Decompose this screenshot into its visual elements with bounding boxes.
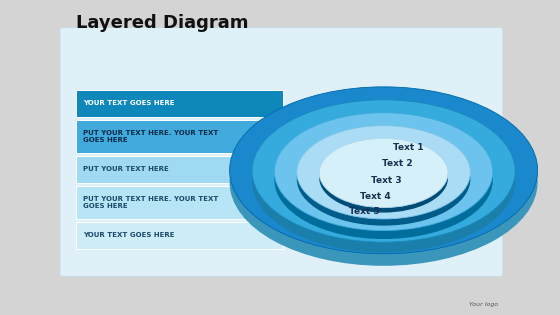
Ellipse shape <box>297 126 470 219</box>
FancyBboxPatch shape <box>76 186 283 219</box>
Text: Your logo: Your logo <box>469 302 498 307</box>
Text: Text 1: Text 1 <box>394 143 424 152</box>
Ellipse shape <box>252 110 515 252</box>
Text: Text 2: Text 2 <box>382 159 413 168</box>
Ellipse shape <box>230 99 538 266</box>
Ellipse shape <box>319 143 448 213</box>
Ellipse shape <box>319 138 448 208</box>
Text: Text 4: Text 4 <box>360 192 390 201</box>
Ellipse shape <box>297 132 470 226</box>
Ellipse shape <box>274 121 493 239</box>
FancyBboxPatch shape <box>76 222 283 249</box>
FancyBboxPatch shape <box>76 90 283 117</box>
Text: YOUR TEXT GOES HERE: YOUR TEXT GOES HERE <box>83 100 174 106</box>
Text: PUT YOUR TEXT HERE. YOUR TEXT
GOES HERE: PUT YOUR TEXT HERE. YOUR TEXT GOES HERE <box>83 196 218 209</box>
Ellipse shape <box>252 100 515 242</box>
FancyBboxPatch shape <box>76 156 283 183</box>
Text: PUT YOUR TEXT HERE. YOUR TEXT
GOES HERE: PUT YOUR TEXT HERE. YOUR TEXT GOES HERE <box>83 130 218 143</box>
Ellipse shape <box>274 113 493 231</box>
FancyBboxPatch shape <box>76 120 283 153</box>
Text: Text 3: Text 3 <box>371 176 402 185</box>
Text: PUT YOUR TEXT HERE: PUT YOUR TEXT HERE <box>83 166 169 172</box>
Text: YOUR TEXT GOES HERE: YOUR TEXT GOES HERE <box>83 232 174 238</box>
FancyBboxPatch shape <box>60 27 503 277</box>
Ellipse shape <box>230 87 538 254</box>
Text: Text 5: Text 5 <box>349 208 379 216</box>
Text: Layered Diagram: Layered Diagram <box>76 14 248 32</box>
